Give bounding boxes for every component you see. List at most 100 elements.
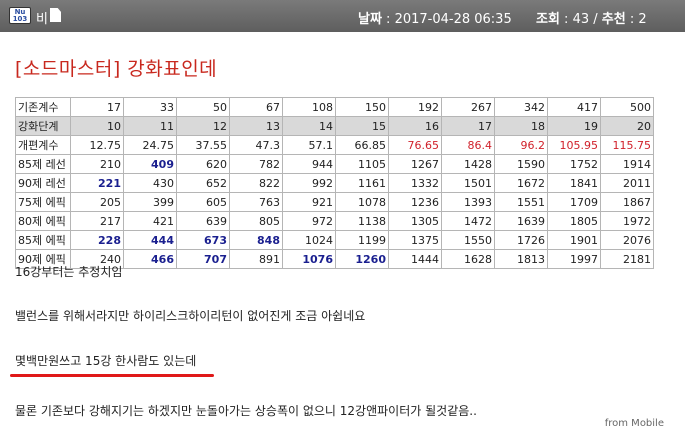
table-cell: 848 [229, 230, 283, 250]
table-cell: 267 [441, 97, 495, 117]
table-cell: 11 [123, 116, 177, 136]
table-cell: 12 [176, 116, 230, 136]
table-cell: 1078 [335, 192, 389, 212]
table-cell: 1726 [494, 230, 548, 250]
table-cell: 1639 [494, 211, 548, 231]
table-cell: 1444 [388, 249, 442, 269]
table-cell: 1267 [388, 154, 442, 174]
post-header: Nu 103 비 날짜 : 2017-04-28 06:35 조회 : 43 /… [0, 0, 685, 32]
table-cell: 639 [176, 211, 230, 231]
table-cell: 673 [176, 230, 230, 250]
table-cell: 1161 [335, 173, 389, 193]
table-cell: 1501 [441, 173, 495, 193]
date-value: 2017-04-28 06:35 [394, 12, 512, 27]
post-line-3: 몇백만원쓰고 15강 한사람도 있는데 [15, 354, 197, 368]
category-label: 비 [36, 12, 48, 27]
table-cell: 805 [229, 211, 283, 231]
table-cell: 944 [282, 154, 336, 174]
table-cell: 1332 [388, 173, 442, 193]
table-cell: 1260 [335, 249, 389, 269]
table-cell: 1138 [335, 211, 389, 231]
table-cell: 1236 [388, 192, 442, 212]
table-cell: 992 [282, 173, 336, 193]
date-label: 날짜 [358, 12, 382, 27]
category-icon: Nu 103 [9, 7, 31, 24]
red-underline-mark [10, 374, 214, 377]
table-cell: 18 [494, 116, 548, 136]
table-cell: 24.75 [123, 135, 177, 155]
post-line-4: 물론 기존보다 강해지기는 하겠지만 눈돌아가는 상승폭이 없으니 12강앤파이… [15, 404, 477, 418]
table-cell: 1024 [282, 230, 336, 250]
table-cell: 1972 [600, 211, 654, 231]
recommend-label: 추천 [601, 12, 626, 27]
table-cell: 50 [176, 97, 230, 117]
table-cell: 1914 [600, 154, 654, 174]
table-cell: 763 [229, 192, 283, 212]
table-cell: 15 [335, 116, 389, 136]
table-cell: 1472 [441, 211, 495, 231]
enhancement-table: 기존계수 17 33 50 67 108 150 192 267 342 417 500 강화단계 10 1… [15, 97, 654, 269]
table-cell: 86.4 [441, 135, 495, 155]
table-cell: 205 [70, 192, 124, 212]
post-line-1: 16강부터는 추정치임 [15, 265, 123, 279]
table-cell: 399 [123, 192, 177, 212]
table-cell: 1550 [441, 230, 495, 250]
table-cell: 1105 [335, 154, 389, 174]
table-cell: 1752 [547, 154, 601, 174]
table-cell: 409 [123, 154, 177, 174]
table-cell: 17 [70, 97, 124, 117]
table-cell: 96.2 [494, 135, 548, 155]
table-cell: 13 [229, 116, 283, 136]
row-label: 85제 에픽 [15, 230, 71, 250]
table-row: 85제 에픽 228 444 673 848 1024 1199 1375 1550 1726 19… [15, 230, 654, 250]
table-cell: 466 [123, 249, 177, 269]
table-cell: 17 [441, 116, 495, 136]
row-label: 90제 에픽 [15, 249, 71, 269]
table-cell: 421 [123, 211, 177, 231]
table-cell: 1076 [282, 249, 336, 269]
table-cell: 10 [70, 116, 124, 136]
views-label: 조회 [536, 12, 560, 27]
table-cell: 417 [547, 97, 601, 117]
row-label: 85제 레선 [15, 154, 71, 174]
table-cell: 342 [494, 97, 548, 117]
table-cell: 12.75 [70, 135, 124, 155]
table-row: 85제 레선 210 409 620 782 944 1105 1267 1428 1590 175… [15, 154, 654, 174]
row-label: 80제 에픽 [15, 211, 71, 231]
table-cell: 76.65 [388, 135, 442, 155]
table-cell: 652 [176, 173, 230, 193]
row-label: 75제 에픽 [15, 192, 71, 212]
table-row: 80제 에픽 217 421 639 805 972 1138 1305 1472 1639 180… [15, 211, 654, 231]
table-cell: 1841 [547, 173, 601, 193]
table-row: 개편계수 12.75 24.75 37.55 47.3 57.1 66.85 76.65 86.… [15, 135, 654, 155]
recommend-value: 2 [638, 12, 647, 27]
table-cell: 822 [229, 173, 283, 193]
table-cell: 1901 [547, 230, 601, 250]
table-row: 강화단계 10 11 12 13 14 15 16 17 18 19 20 [15, 116, 654, 136]
table-cell: 1709 [547, 192, 601, 212]
table-cell: 620 [176, 154, 230, 174]
table-row: 90제 에픽 240 466 707 891 1076 1260 1444 1628 1813 19… [15, 249, 654, 269]
table-cell: 210 [70, 154, 124, 174]
document-icon [50, 8, 61, 22]
table-cell: 782 [229, 154, 283, 174]
table-cell: 1997 [547, 249, 601, 269]
table-cell: 1672 [494, 173, 548, 193]
table-cell: 57.1 [282, 135, 336, 155]
table-cell: 1805 [547, 211, 601, 231]
post-title: [소드마스터] 강화표인데 [15, 58, 218, 80]
table-cell: 37.55 [176, 135, 230, 155]
table-cell: 1813 [494, 249, 548, 269]
table-cell: 115.75 [600, 135, 654, 155]
post-stats: 조회 : 43 / 추천 : 2 [536, 12, 647, 27]
table-cell: 707 [176, 249, 230, 269]
table-cell: 1428 [441, 154, 495, 174]
table-cell: 1393 [441, 192, 495, 212]
table-cell: 228 [70, 230, 124, 250]
table-cell: 1867 [600, 192, 654, 212]
table-cell: 105.95 [547, 135, 601, 155]
table-row: 기존계수 17 33 50 67 108 150 192 267 342 417 500 [15, 97, 654, 117]
table-cell: 192 [388, 97, 442, 117]
row-label: 강화단계 [15, 116, 71, 136]
table-cell: 20 [600, 116, 654, 136]
